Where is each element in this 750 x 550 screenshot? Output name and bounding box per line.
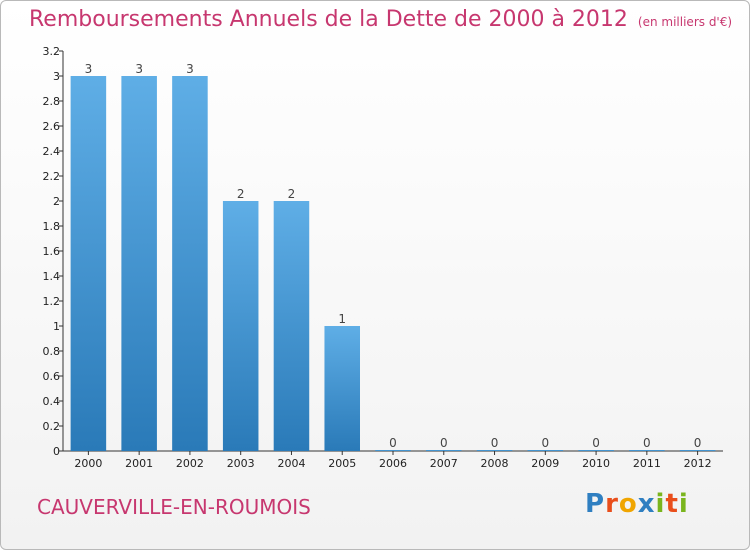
chart-title: Remboursements Annuels de la Dette de 20… (29, 7, 732, 32)
bar-2011 (629, 450, 665, 451)
x-tick-label-2010: 2010 (582, 457, 610, 470)
bar-2007 (426, 450, 462, 451)
y-tick-label: 0.2 (43, 420, 61, 433)
x-tick-label-2003: 2003 (227, 457, 255, 470)
chart-labels: 2000 3 2001 3 2002 3 2003 2 2004 2 2005 1 2006 0 2007 0… (74, 62, 711, 470)
data-label-2000: 3 (85, 62, 93, 76)
bar-2001 (121, 76, 157, 451)
data-label-2009: 0 (541, 436, 549, 450)
y-tick-label: 2.6 (43, 120, 61, 133)
data-label-2004: 2 (288, 187, 296, 201)
chart-title-text: Remboursements Annuels de la Dette de 20… (29, 7, 628, 32)
x-tick-label-2002: 2002 (176, 457, 204, 470)
x-tick-label-2008: 2008 (481, 457, 509, 470)
bar-2008 (476, 450, 513, 451)
y-tick-label: 1 (53, 320, 60, 333)
y-tick-label: 1.6 (43, 245, 61, 258)
proxiti-logo: Proxiti (585, 489, 689, 519)
y-tick-label: 3 (53, 70, 60, 83)
commune-name: CAUVERVILLE-EN-ROUMOIS (37, 495, 311, 519)
data-label-2002: 3 (186, 62, 194, 76)
y-tick-label: 0 (53, 445, 60, 458)
data-label-2008: 0 (491, 436, 499, 450)
bar-2006 (375, 450, 411, 451)
bar-2005 (324, 326, 360, 451)
y-tick-label: 1.8 (43, 220, 61, 233)
logo-letter: t (665, 489, 679, 519)
logo-letter: o (618, 489, 638, 519)
y-tick-label: 1.4 (43, 270, 61, 283)
logo-letter: P (585, 489, 606, 519)
y-tick-label: 2.4 (43, 145, 61, 158)
x-tick-label-2001: 2001 (125, 457, 153, 470)
x-tick-label-2012: 2012 (684, 457, 712, 470)
bar-2009 (527, 450, 564, 451)
x-tick-label-2005: 2005 (328, 457, 356, 470)
y-tick-label: 0.6 (43, 370, 61, 383)
x-tick-label-2004: 2004 (277, 457, 305, 470)
chart-bars (70, 76, 716, 451)
x-tick-label-2007: 2007 (430, 457, 458, 470)
x-tick-label-2006: 2006 (379, 457, 407, 470)
data-label-2003: 2 (237, 187, 245, 201)
x-tick-label-2000: 2000 (74, 457, 102, 470)
y-tick-label: 0.4 (43, 395, 61, 408)
logo-letter: r (605, 489, 619, 519)
bar-2004 (273, 201, 310, 451)
logo-letter: i (655, 489, 666, 519)
bar-2003 (222, 201, 259, 451)
y-tick-label: 2.2 (43, 170, 61, 183)
data-label-2010: 0 (592, 436, 600, 450)
y-tick-label: 2 (53, 195, 60, 208)
data-label-2007: 0 (440, 436, 448, 450)
data-label-2005: 1 (338, 312, 346, 326)
data-label-2006: 0 (389, 436, 397, 450)
logo-letter: i (678, 489, 689, 519)
y-tick-label: 0.8 (43, 345, 61, 358)
chart-unit: (en milliers d'€) (637, 15, 733, 29)
bar-2000 (70, 76, 107, 451)
x-tick-label-2011: 2011 (633, 457, 661, 470)
bar-2010 (578, 450, 614, 451)
y-tick-label: 3.2 (43, 45, 61, 58)
data-label-2011: 0 (643, 436, 651, 450)
bar-2002 (172, 76, 208, 451)
y-tick-label: 2.8 (43, 95, 61, 108)
chart-axes: 0 0.2 0.4 0.6 0.8 1 1.2 1.4 1.6 1.8 2 2.2 2.4 2.6 2.8 3… (43, 45, 723, 458)
data-label-2001: 3 (135, 62, 143, 76)
data-label-2012: 0 (694, 436, 702, 450)
y-tick-label: 1.2 (43, 295, 61, 308)
logo-letter: x (637, 489, 656, 519)
x-tick-label-2009: 2009 (531, 457, 559, 470)
bar-2012 (679, 450, 716, 451)
